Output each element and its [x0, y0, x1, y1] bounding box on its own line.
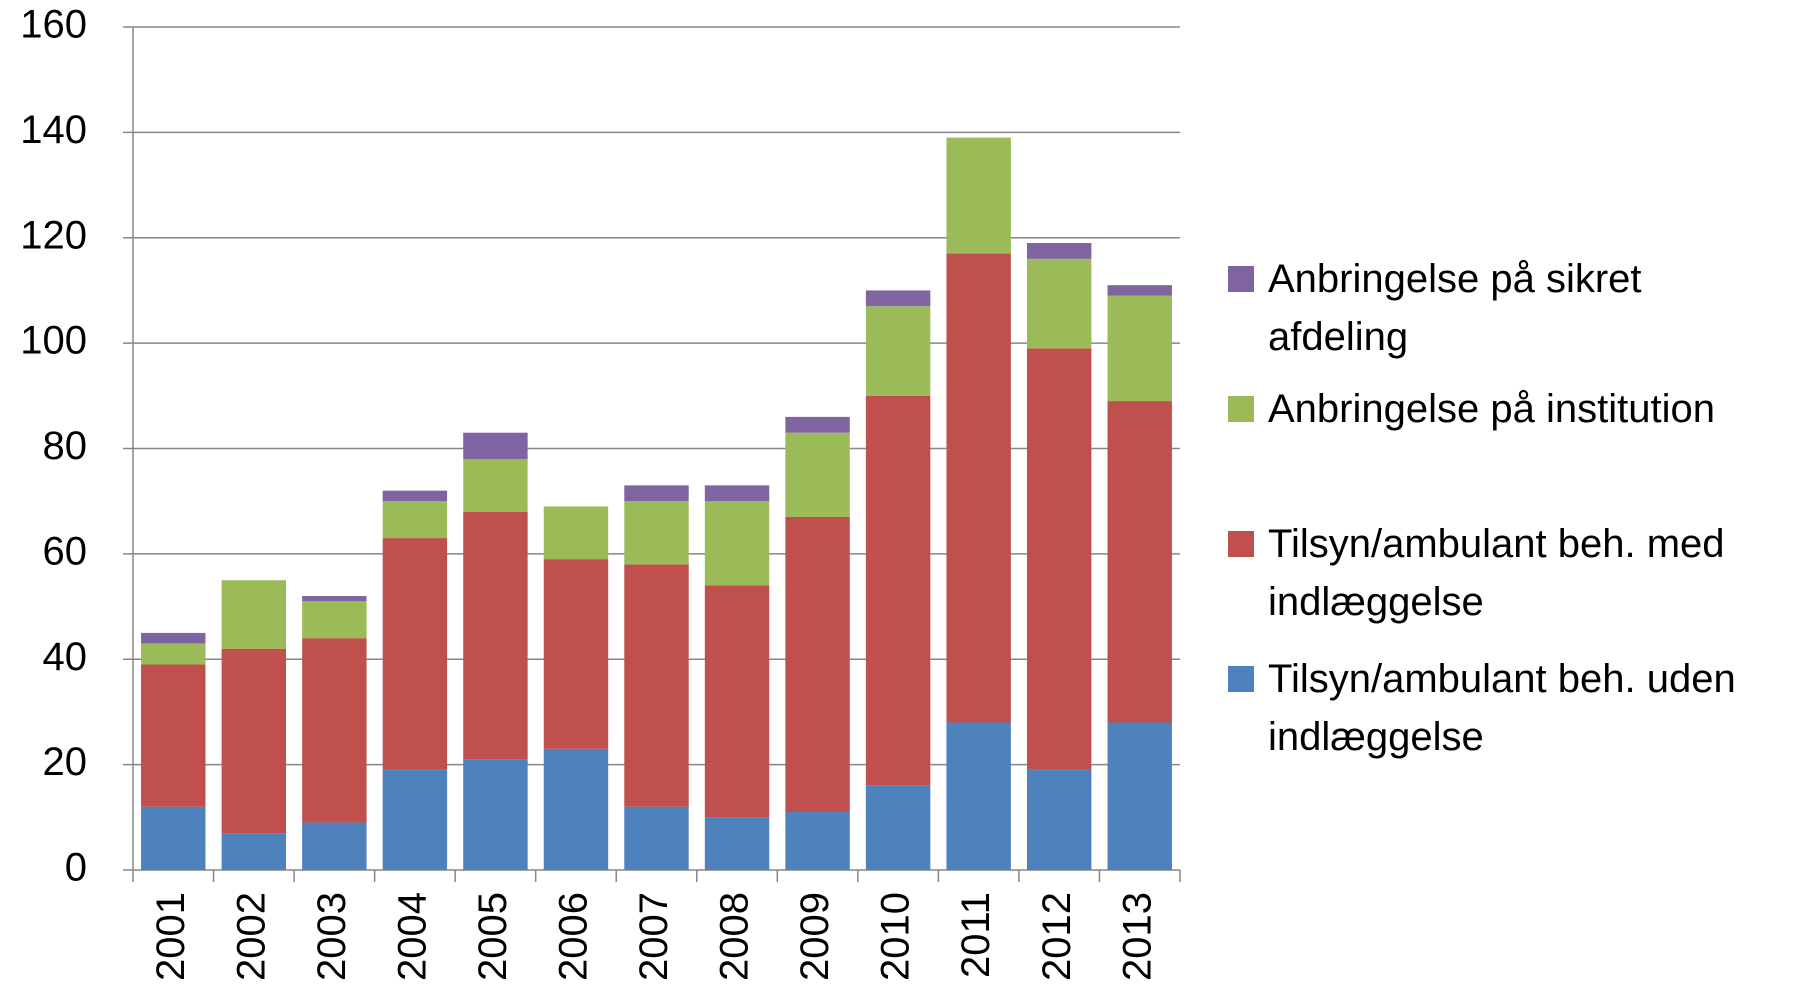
x-tick-label: 2012: [1035, 892, 1079, 981]
legend-swatch: [1228, 666, 1254, 692]
x-tick-label: 2007: [632, 892, 676, 981]
bar-segment: [865, 395, 931, 786]
bar-segment: [865, 785, 931, 870]
bar-segment: [382, 490, 448, 502]
bar-segment: [1026, 769, 1092, 870]
y-tick-label: 100: [20, 319, 87, 363]
x-tick-label: 2013: [1115, 892, 1159, 981]
x-tick-label: 2010: [874, 892, 918, 981]
bar-segment: [624, 564, 689, 807]
bar-segment: [624, 501, 689, 565]
legend-swatch: [1228, 396, 1254, 422]
y-tick-label: 160: [20, 3, 87, 47]
legend-entry: Tilsyn/ambulant beh. uden indlæggelse: [1228, 650, 1788, 766]
bar-segment: [302, 601, 367, 639]
bar-segment: [141, 643, 206, 665]
bar-segment: [463, 432, 528, 460]
bar-segment: [1107, 401, 1172, 723]
bar-segment: [785, 432, 850, 517]
bar-segment: [1026, 348, 1092, 770]
bar-segment: [221, 648, 287, 834]
bar-segment: [141, 664, 206, 807]
bar-segment: [302, 638, 367, 823]
x-tick-label: 2009: [793, 892, 837, 981]
legend-label: Tilsyn/ambulant beh. uden indlæggelse: [1268, 657, 1736, 759]
bar-segment: [141, 632, 206, 644]
bar-segment: [463, 459, 528, 512]
x-tick-label: 2005: [471, 892, 515, 981]
x-tick-label: 2002: [229, 892, 273, 981]
bar-segment: [302, 596, 367, 602]
bar-segment: [785, 516, 850, 813]
y-tick-label: 40: [43, 635, 88, 679]
x-tick-label: 2008: [713, 892, 757, 981]
bar-segment: [704, 585, 770, 818]
bar-segment: [704, 485, 770, 502]
bar-segment: [1107, 722, 1172, 870]
y-tick-label: 60: [43, 529, 88, 573]
bar-segment: [382, 769, 448, 870]
x-tick-label: 2011: [954, 892, 998, 978]
y-tick-label: 140: [20, 108, 87, 152]
bar-segment: [1026, 243, 1092, 259]
bar-segment: [946, 253, 1011, 723]
bar-segment: [785, 416, 850, 433]
x-tick-label: 2004: [390, 892, 434, 981]
bar-segment: [543, 506, 609, 560]
bar-segment: [543, 748, 609, 870]
bar-segment: [382, 501, 448, 539]
y-tick-label: 120: [20, 213, 87, 257]
x-tick-label: 2001: [149, 892, 193, 981]
legend-label: Tilsyn/ambulant beh. med indlæggelse: [1268, 522, 1725, 624]
bar-segment: [1107, 295, 1172, 402]
bar-segment: [463, 759, 528, 870]
y-tick-label: 0: [65, 846, 87, 890]
bar-segment: [543, 559, 609, 749]
bar-segment: [1026, 258, 1092, 349]
y-tick-label: 20: [43, 740, 88, 784]
bar-segment: [382, 538, 448, 770]
legend-label: Anbringelse på institution: [1268, 387, 1715, 431]
bar-segment: [865, 306, 931, 396]
legend-entry: Anbringelse på sikret afdeling: [1228, 250, 1788, 366]
bar-segment: [624, 806, 689, 870]
bar-segment: [141, 806, 206, 870]
bar-segment: [704, 817, 770, 870]
bar-segment: [785, 812, 850, 870]
x-tick-label: 2006: [552, 892, 596, 981]
bar-segment: [1107, 285, 1172, 296]
bar-segment: [302, 822, 367, 870]
bar-segment: [946, 137, 1011, 254]
bar-segment: [946, 722, 1011, 870]
bar-segment: [865, 290, 931, 307]
bar-segment: [704, 501, 770, 586]
bar-segment: [624, 485, 689, 502]
legend-entry: Anbringelse på institution: [1228, 380, 1788, 438]
legend-swatch: [1228, 266, 1254, 292]
x-tick-label: 2003: [310, 892, 354, 981]
legend-label: Anbringelse på sikret afdeling: [1268, 257, 1642, 359]
bar-segment: [221, 833, 287, 870]
legend-swatch: [1228, 531, 1254, 557]
y-tick-label: 80: [43, 424, 88, 468]
bar-segment: [221, 580, 287, 649]
bar-segment: [463, 511, 528, 760]
legend-entry: Tilsyn/ambulant beh. med indlæggelse: [1228, 515, 1788, 631]
